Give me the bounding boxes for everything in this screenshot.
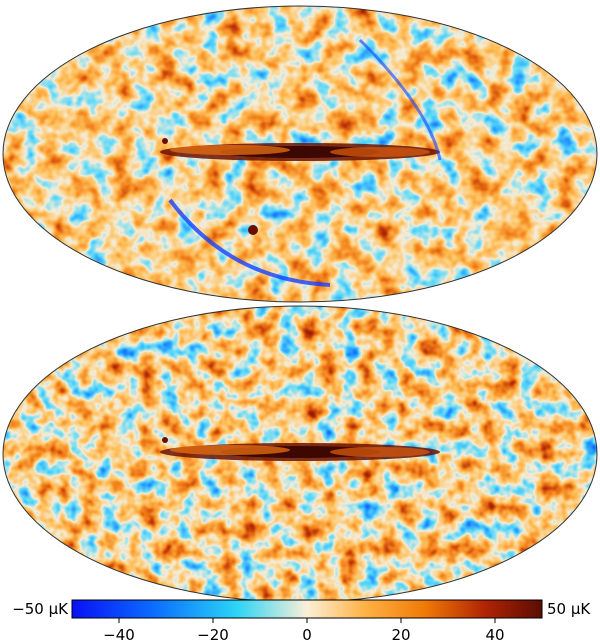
sky-map-bottom xyxy=(2,305,598,603)
colorbar-max-label: 50 µK xyxy=(547,600,591,618)
sky-map-top xyxy=(2,5,598,303)
colorbar-tick-label: −40 xyxy=(103,626,135,644)
blue-arc xyxy=(168,198,331,287)
colorbar-tick-label: 40 xyxy=(485,626,504,644)
point-source xyxy=(248,225,258,235)
colorbar-tick-label: −20 xyxy=(197,626,229,644)
colorbar-ticks: −40 −20 0 20 40 xyxy=(103,618,505,644)
colorbar-tick-label: 0 xyxy=(302,626,312,644)
colorbar-gradient xyxy=(71,599,543,619)
colorbar: −50 µK 50 µK −40 −20 0 20 40 xyxy=(12,599,591,644)
colorbar-tick-label: 20 xyxy=(391,626,410,644)
colorbar-min-label: −50 µK xyxy=(12,600,69,618)
